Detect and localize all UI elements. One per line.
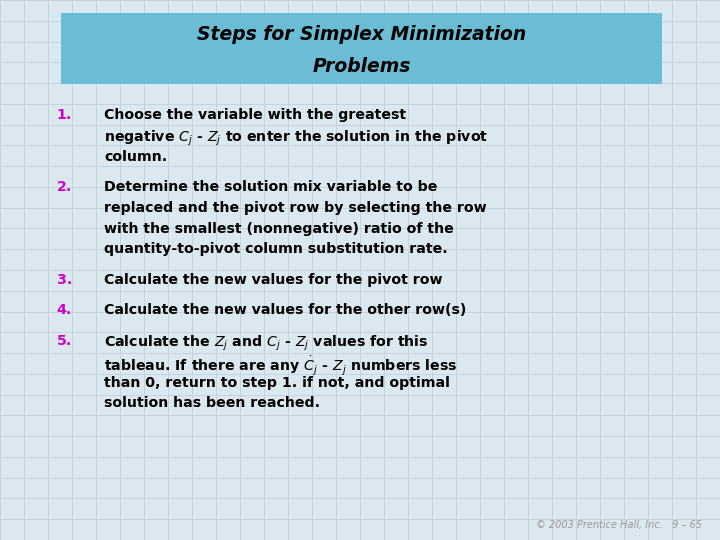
- Text: 2.: 2.: [57, 180, 72, 194]
- Text: 3.: 3.: [57, 273, 72, 287]
- Text: quantity-to-pivot column substitution rate.: quantity-to-pivot column substitution ra…: [104, 242, 448, 256]
- Text: Steps for Simplex Minimization: Steps for Simplex Minimization: [197, 25, 526, 44]
- Text: Choose the variable with the greatest: Choose the variable with the greatest: [104, 108, 407, 122]
- Text: Calculate the new values for the other row(s): Calculate the new values for the other r…: [104, 303, 467, 318]
- Text: Calculate the new values for the pivot row: Calculate the new values for the pivot r…: [104, 273, 443, 287]
- Text: Determine the solution mix variable to be: Determine the solution mix variable to b…: [104, 180, 438, 194]
- Text: replaced and the pivot row by selecting the row: replaced and the pivot row by selecting …: [104, 201, 487, 215]
- Text: tableau. If there are any $\dot{C}_j$ - $Z_j$ numbers less: tableau. If there are any $\dot{C}_j$ - …: [104, 355, 458, 378]
- Text: Calculate the $Z_j$ and $C_j$ - $Z_j$ values for this: Calculate the $Z_j$ and $C_j$ - $Z_j$ va…: [104, 334, 429, 353]
- Text: column.: column.: [104, 150, 168, 164]
- Text: Problems: Problems: [312, 57, 411, 76]
- Text: 4.: 4.: [57, 303, 72, 318]
- Text: solution has been reached.: solution has been reached.: [104, 396, 320, 410]
- Text: 1.: 1.: [57, 108, 72, 122]
- Text: with the smallest (nonnegative) ratio of the: with the smallest (nonnegative) ratio of…: [104, 221, 454, 235]
- Text: than 0, return to step 1. if not, and optimal: than 0, return to step 1. if not, and op…: [104, 375, 450, 389]
- Bar: [61, 14, 662, 84]
- Text: 5.: 5.: [57, 334, 72, 348]
- Text: negative $C_j$ - $Z_j$ to enter the solution in the pivot: negative $C_j$ - $Z_j$ to enter the solu…: [104, 129, 489, 148]
- Text: © 2003 Prentice Hall, Inc.   9 – 65: © 2003 Prentice Hall, Inc. 9 – 65: [536, 520, 702, 530]
